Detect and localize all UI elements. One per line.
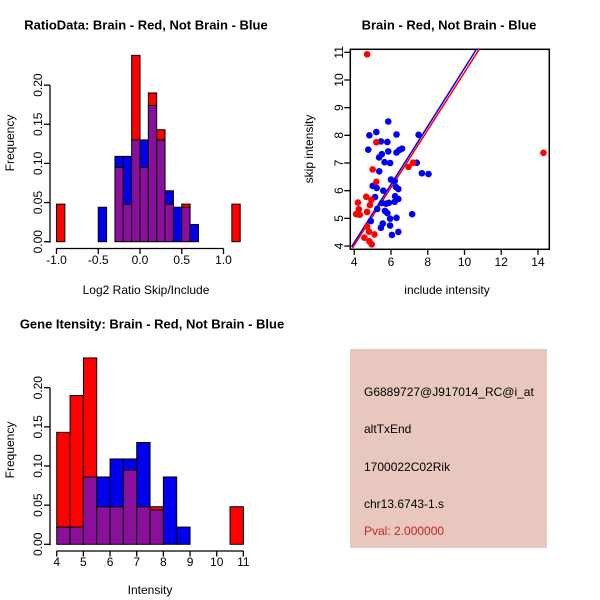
- svg-text:6: 6: [332, 187, 346, 194]
- event-type-text: altTxEnd: [364, 422, 412, 436]
- svg-text:10: 10: [458, 255, 472, 269]
- svg-text:8: 8: [160, 555, 167, 569]
- scatter-ylabel: skip intensity: [302, 114, 316, 184]
- hist-intensity-title: Gene Itensity: Brain - Red, Not Brain - …: [19, 316, 285, 332]
- svg-text:5: 5: [80, 555, 87, 569]
- svg-text:0.15: 0.15: [31, 112, 45, 136]
- svg-text:0.20: 0.20: [31, 376, 45, 400]
- hist-ratio: 0.00 0.05 0.10 0.15 0.20 -1.0 -0.5 0.0 0.5 1.0: [31, 54, 241, 267]
- hist-ratio-title: RatioData: Brain - Red, Not Brain - Blue: [24, 17, 268, 33]
- red-fit-line: [351, 48, 480, 249]
- svg-text:-1.0: -1.0: [46, 253, 67, 267]
- pval-text: Pval: 2.000000: [364, 524, 445, 538]
- svg-text:0.10: 0.10: [31, 454, 45, 478]
- svg-text:-0.5: -0.5: [88, 253, 109, 267]
- scatter-plot: 4 6 8 10 12 14 4 5 6 7 8 9 10 11: [332, 46, 551, 269]
- svg-text:0.0: 0.0: [132, 253, 149, 267]
- svg-text:6: 6: [107, 555, 114, 569]
- svg-text:6: 6: [388, 255, 395, 269]
- svg-text:9: 9: [187, 555, 194, 569]
- svg-text:8: 8: [424, 255, 431, 269]
- gene-info-panel: G6889727@J917014_RC@i_at altTxEnd 170002…: [350, 349, 547, 548]
- svg-text:1.0: 1.0: [215, 253, 232, 267]
- svg-text:0.20: 0.20: [31, 73, 45, 97]
- svg-text:7: 7: [133, 555, 140, 569]
- svg-text:0.00: 0.00: [31, 230, 45, 254]
- chromosome-text: chr13.6743-1.s: [364, 497, 445, 511]
- blue-fit-line: [350, 48, 478, 248]
- probe-id-text: G6889727@J917014_RC@i_at: [364, 385, 534, 399]
- hist-ratio-ylabel: Frequency: [3, 114, 17, 172]
- gene-name-text: 1700022C02Rik: [364, 460, 451, 474]
- hist-ratio-xlabel: Log2 Ratio Skip/Include: [82, 283, 210, 297]
- hist-intensity-ylabel: Frequency: [3, 421, 17, 479]
- svg-text:0.05: 0.05: [31, 493, 45, 517]
- svg-text:8: 8: [332, 132, 346, 139]
- hist-intensity-xlabel: Intensity: [127, 583, 173, 597]
- svg-text:4: 4: [53, 555, 60, 569]
- svg-text:4: 4: [351, 255, 358, 269]
- svg-text:14: 14: [531, 255, 545, 269]
- svg-text:0.10: 0.10: [31, 151, 45, 175]
- svg-text:0.05: 0.05: [31, 191, 45, 215]
- svg-text:9: 9: [332, 104, 346, 111]
- svg-text:5: 5: [332, 215, 346, 222]
- svg-text:12: 12: [495, 255, 509, 269]
- svg-text:10: 10: [210, 555, 224, 569]
- svg-text:4: 4: [332, 242, 346, 249]
- svg-text:0.00: 0.00: [31, 532, 45, 556]
- svg-text:11: 11: [332, 46, 346, 59]
- svg-text:10: 10: [332, 73, 346, 87]
- hist-intensity: 0.00 0.05 0.10 0.15 0.20 4 5 6 7 8 9 10 11: [31, 357, 250, 569]
- svg-text:0.15: 0.15: [31, 415, 45, 439]
- svg-text:7: 7: [332, 159, 346, 166]
- svg-text:0.5: 0.5: [173, 253, 190, 267]
- svg-text:11: 11: [237, 555, 250, 569]
- scatter-xlabel: include intensity: [404, 283, 490, 297]
- scatter-title: Brain - Red, Not Brain - Blue: [361, 17, 537, 33]
